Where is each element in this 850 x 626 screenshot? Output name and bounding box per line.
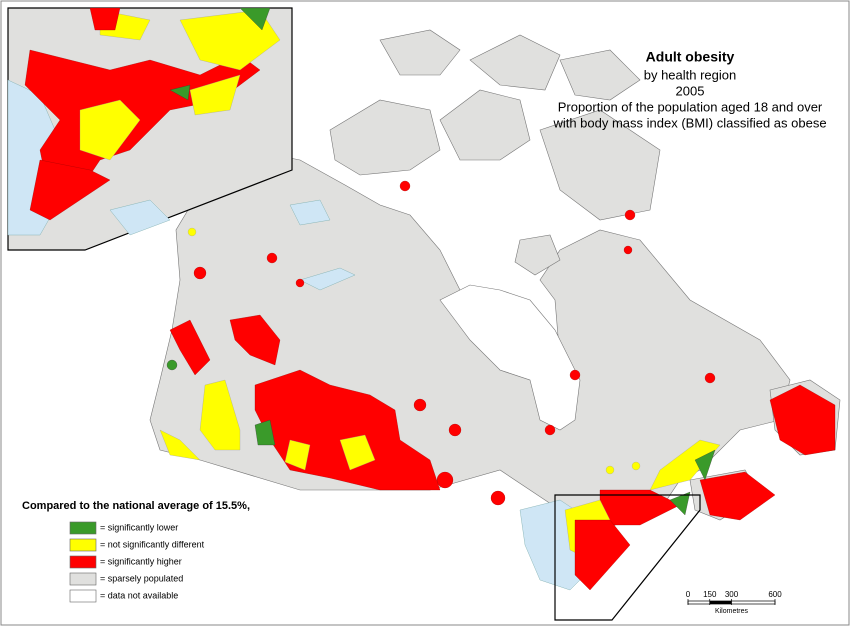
legend-label: = data not available [100,590,178,600]
scale-bar: 0 150 300 600 Kilometres [686,590,782,615]
legend-swatch [69,572,97,586]
regions [159,147,836,591]
legend-swatch [69,589,97,603]
subtitle-line: with body mass index (BMI) classified as… [552,115,826,130]
scale-segment [709,601,732,604]
legend-label: = significantly higher [100,556,182,566]
scale-tick-label: 600 [768,590,782,599]
legend: = significantly lower = not significantly… [69,521,205,603]
scale-tick-label: 150 [703,590,717,599]
legend-heading: Compared to the national average of 15.5… [22,500,250,512]
legend-label: = sparsely populated [100,573,183,583]
subtitle-line: 2005 [676,83,705,98]
legend-label: = not significantly different [100,539,205,549]
subtitle-line: Proportion of the population aged 18 and… [558,99,823,114]
legend-swatch [69,538,97,552]
title: Adult obesity [646,49,735,65]
scale-unit: Kilometres [715,608,749,615]
subtitle-line: by health region [644,67,737,82]
inset-top [7,7,293,251]
legend-swatch [69,555,97,569]
title-block: Adult obesity by health region2005Propor… [552,49,826,131]
legend-label: = significantly lower [100,522,178,532]
scale-tick-label: 0 [686,590,691,599]
scale-tick-label: 300 [725,590,739,599]
legend-swatch [69,521,97,535]
inset-frame [554,494,701,621]
